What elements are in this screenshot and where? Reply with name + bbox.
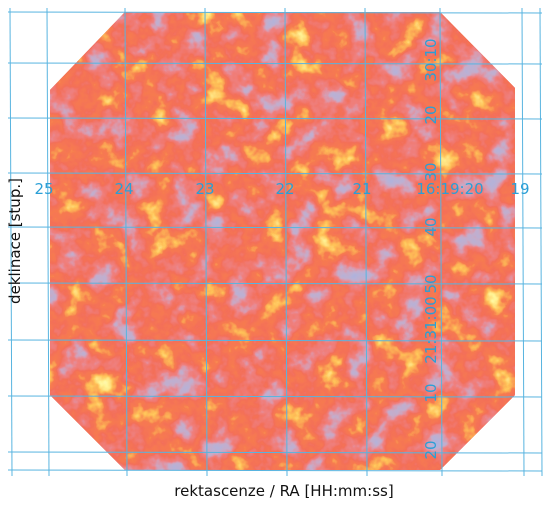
dec-label: 20 [422,105,440,124]
sky-map: 25 24 23 22 21 16:19:20 19 30:10 20 30 40 50 21:31:0… [0,0,548,506]
ra-label: 16:19:20 [416,180,483,198]
dec-label: 50 [422,274,440,293]
grid-line [8,452,542,453]
ra-label: 25 [34,180,53,198]
ra-label: 24 [114,180,133,198]
ra-label: 22 [275,180,294,198]
grid-line [8,12,542,13]
grid-line [522,8,524,476]
dec-label: 10 [422,383,440,402]
dec-label: 30 [422,162,440,181]
grid-line [47,8,49,476]
x-axis-label: rektascenze / RA [HH:mm:ss] [174,482,393,500]
ra-label: 21 [352,180,371,198]
dec-label: 20 [422,440,440,459]
ra-label: 19 [510,180,529,198]
grid-line [8,470,542,471]
dec-label: 30:10 [422,38,440,81]
grid-line [540,8,542,476]
ra-label: 23 [195,180,214,198]
intensity-map [40,5,520,475]
dec-label: 40 [422,217,440,236]
dec-label: 21:31:00 [422,296,440,363]
y-axis-label: deklinace [stup.] [6,178,24,304]
